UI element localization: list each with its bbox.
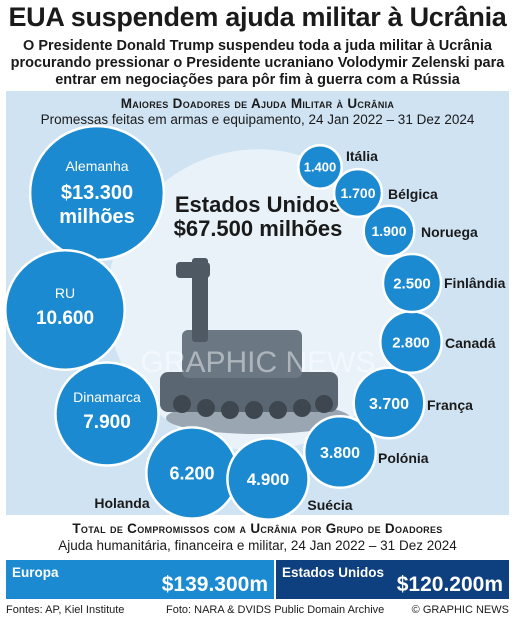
donor-circle (381, 252, 443, 314)
donor-name: Suécia (307, 497, 352, 513)
donor-ru: RU 10.600 (4, 249, 126, 371)
donor-name: Holanda (94, 495, 149, 511)
center-value: $67.500 milhões (174, 216, 343, 241)
donor-name: Noruega (421, 224, 478, 240)
donor-name: França (427, 397, 473, 413)
center-name: Estados Unidos (175, 192, 341, 217)
sources: Fontes: AP, Kiel Institute (6, 604, 125, 616)
europe-value: $139.300m (161, 573, 268, 596)
donor-value: 1.700 (340, 185, 375, 201)
donor-circle (302, 414, 378, 490)
donor-value: 10.600 (36, 308, 94, 329)
europe-total-bar: Europa $139.300m (6, 560, 274, 599)
donor-value: $13.300 (61, 182, 133, 204)
donor-italia: 1.400 Itália (297, 144, 378, 190)
donor-unit: milhões (59, 206, 135, 228)
bubble-chart-subtitle: Promessas feitas em armas e equipamento,… (40, 112, 475, 127)
donor-polonia: 3.800 Polónia (302, 414, 429, 490)
donor-name: Canadá (445, 335, 496, 351)
donor-circle (332, 167, 384, 219)
donor-value: 6.200 (169, 463, 214, 483)
donor-name: Finlândia (444, 275, 506, 291)
donor-suecia: 4.900 Suécia (226, 437, 353, 521)
usa-total-bar: Estados Unidos $120.200m (276, 560, 509, 599)
footer: Fontes: AP, Kiel Institute Foto: NARA & … (6, 604, 509, 616)
donor-name: Polónia (378, 450, 429, 466)
bubble-chart-title: Maiores Doadores de Ajuda Militar à Ucrâ… (120, 96, 395, 111)
usa-label: Estados Unidos (282, 565, 385, 580)
totals-subtitle: Ajuda humanitária, financeira e militar,… (58, 538, 457, 553)
headline: EUA suspendem ajuda militar à Ucrânia (8, 2, 507, 32)
donor-circle (352, 366, 426, 440)
donor-circle (362, 204, 416, 258)
donor-canada: 2.800 Canadá (379, 310, 496, 374)
donor-circle (4, 249, 126, 371)
donor-name: Alemanha (65, 158, 128, 174)
photo-credit: Foto: NARA & DVIDS Public Domain Archive (166, 604, 385, 616)
donor-noruega: 1.900 Noruega (362, 204, 478, 258)
donor-value: 2.500 (393, 275, 431, 292)
donor-finlandia: 2.500 Finlândia (381, 252, 506, 314)
donor-value: 2.800 (392, 334, 430, 351)
donor-name: Bélgica (388, 186, 438, 202)
donor-circle (297, 144, 343, 190)
donor-name: RU (55, 285, 75, 301)
donor-holanda: 6.200 Holanda (94, 426, 239, 520)
donor-franca: 3.700 França (352, 366, 473, 440)
donor-value: 1.900 (371, 223, 406, 239)
howitzer-photo (160, 258, 350, 434)
donor-circle (226, 437, 310, 521)
usa-value: $120.200m (396, 573, 503, 596)
totals-title: Total de Compromissos com a Ucrânia por … (72, 521, 443, 536)
donor-name: Itália (346, 148, 378, 164)
donor-dinamarca: Dinamarca 7.900 (54, 361, 160, 467)
donor-value: 7.900 (83, 412, 131, 433)
donor-circle (54, 361, 160, 467)
watermark: GRAPHIC NEWS (140, 346, 375, 379)
donor-value: 1.400 (304, 160, 337, 175)
donor-belgica: 1.700 Bélgica (332, 167, 438, 219)
intro-text: O Presidente Donald Trump suspendeu toda… (10, 38, 505, 88)
center-bubble: GRAPHIC NEWS Estados Unidos $67.500 milh… (107, 149, 409, 451)
copyright: © GRAPHIC NEWS (411, 604, 509, 616)
europe-label: Europa (12, 565, 59, 580)
donor-value: 3.800 (320, 445, 360, 462)
donor-value: 4.900 (247, 470, 290, 489)
donor-name: Dinamarca (73, 389, 141, 405)
donor-value: 3.700 (369, 396, 409, 413)
